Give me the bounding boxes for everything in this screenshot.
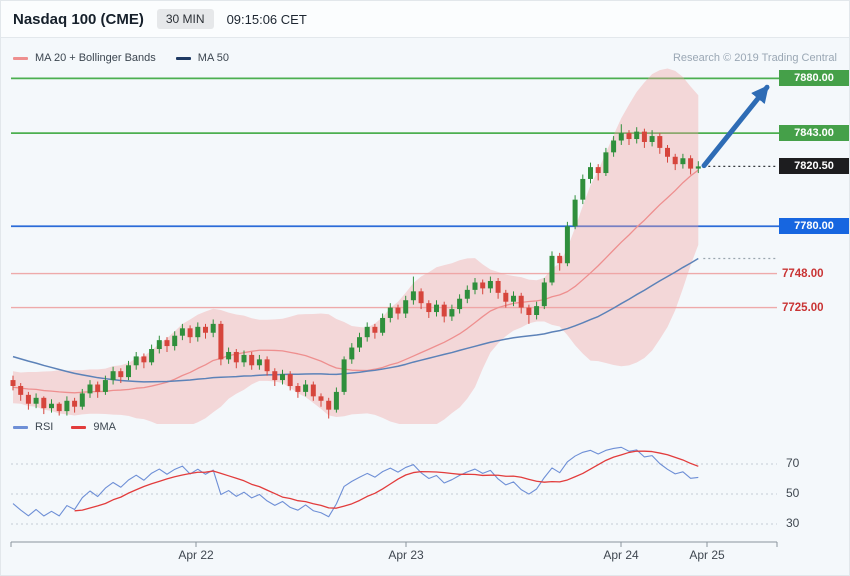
- instrument-title: Nasdaq 100 (CME): [13, 10, 144, 28]
- chart-header: Nasdaq 100 (CME) 30 MIN 09:15:06 CET: [1, 1, 849, 38]
- x-axis-label-apr22: Apr 22: [178, 548, 214, 562]
- x-axis-label-apr24: Apr 24: [603, 548, 639, 562]
- ma50-swatch-icon: [175, 56, 191, 60]
- rsi-swatch-icon: [13, 425, 28, 429]
- main-legend: MA 20 + Bollinger Bands MA 50 Research ©…: [1, 49, 849, 67]
- research-credit: Research © 2019 Trading Central: [672, 52, 837, 64]
- resistance-label-7843: 7843.00: [779, 125, 849, 142]
- legend-label-ma20-bollinger: MA 20 + Bollinger Bands: [35, 52, 156, 64]
- legend-item-9ma: 9MA: [71, 421, 116, 433]
- legend-item-ma20-bollinger: MA 20 + Bollinger Bands: [13, 52, 156, 64]
- support-label-7748: 7748.00: [782, 267, 824, 280]
- x-axis-label-apr25: Apr 25: [689, 548, 725, 562]
- rsi-legend: RSI 9MA: [13, 421, 116, 433]
- legend-label-ma50: MA 50: [197, 52, 229, 64]
- legend-item-ma50: MA 50: [175, 52, 229, 64]
- rsi-tick-50: 50: [786, 486, 800, 500]
- legend-item-rsi: RSI: [13, 421, 53, 433]
- last-price-label: 7820.50: [779, 158, 849, 175]
- timestamp: 09:15:06 CET: [226, 11, 307, 27]
- rsi-tick-70: 70: [786, 456, 800, 470]
- legend-label-rsi: RSI: [35, 421, 54, 433]
- x-axis-label-apr23: Apr 23: [388, 548, 424, 562]
- support-label-7780: 7780.00: [779, 218, 849, 235]
- support-label-7725: 7725.00: [782, 301, 824, 314]
- resistance-label-7880: 7880.00: [779, 70, 849, 87]
- ma20-bollinger-swatch-icon: [13, 56, 28, 60]
- nine-ma-swatch-icon: [71, 425, 87, 429]
- timeframe-badge[interactable]: 30 MIN: [156, 9, 214, 29]
- legend-label-9ma: 9MA: [93, 421, 116, 433]
- rsi-tick-30: 30: [786, 516, 800, 530]
